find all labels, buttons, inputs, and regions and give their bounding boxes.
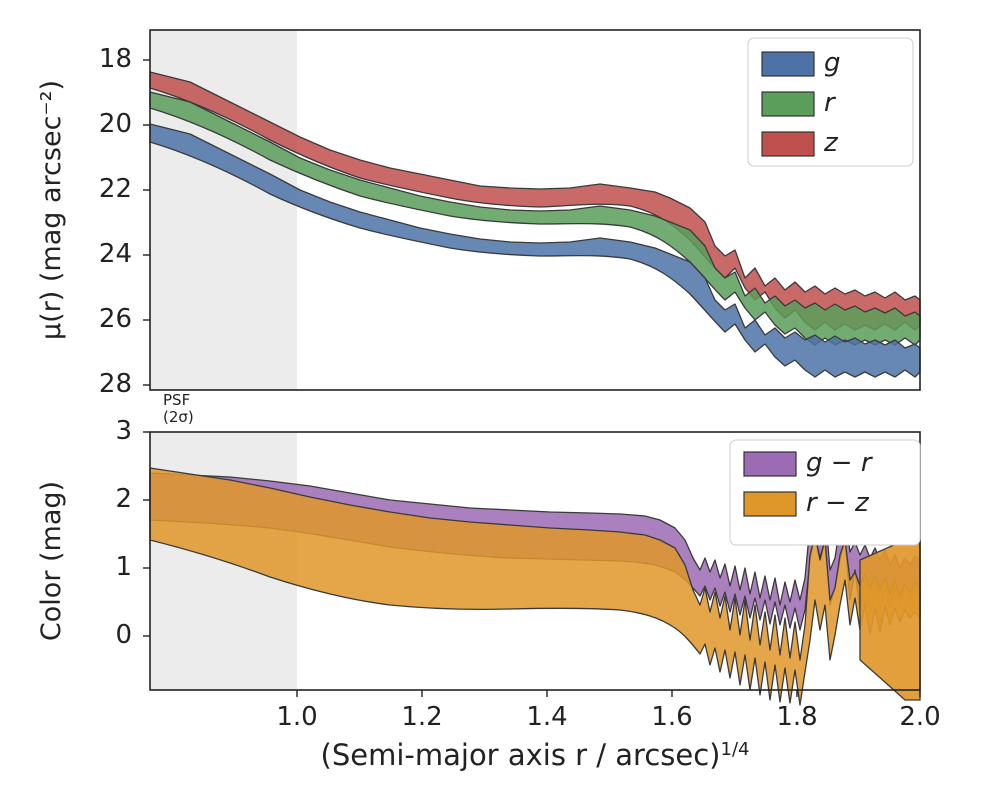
bottom-legend[interactable]: g − r r − z — [730, 440, 920, 545]
chart-svg: 18 20 22 24 26 28 μ(r) (mag arcsec⁻²) PS… — [0, 0, 1000, 800]
legend-label-rz: r − z — [806, 488, 870, 518]
top-yaxis-ticks: 18 20 22 24 26 28 — [99, 44, 150, 399]
top-ytick-24[interactable]: 24 — [99, 239, 132, 269]
top-ytick-26[interactable]: 26 — [99, 304, 132, 334]
bottom-yaxis-ticks: 3 2 1 0 — [115, 416, 150, 650]
top-ytick-28[interactable]: 28 — [99, 369, 132, 399]
bottom-ytick-3[interactable]: 3 — [115, 416, 132, 446]
bottom-ytick-1[interactable]: 1 — [115, 552, 132, 582]
xtick-1.0[interactable]: 1.0 — [276, 702, 317, 732]
xtick-2.0[interactable]: 2.0 — [899, 702, 940, 732]
legend-swatch-gr — [744, 452, 796, 476]
xtick-1.8[interactable]: 1.8 — [776, 702, 817, 732]
rz-block-end — [860, 540, 920, 700]
legend-label-g: g — [824, 48, 841, 78]
legend-swatch-g — [762, 52, 814, 76]
legend-label-z: z — [823, 128, 839, 158]
legend-swatch-r — [762, 92, 814, 116]
bottom-ytick-2[interactable]: 2 — [115, 484, 132, 514]
legend-swatch-z — [762, 132, 814, 156]
top-ytick-18[interactable]: 18 — [99, 44, 132, 74]
bottom-ylabel: Color (mag) — [36, 481, 67, 641]
top-ytick-20[interactable]: 20 — [99, 109, 132, 139]
xtick-1.4[interactable]: 1.4 — [526, 702, 567, 732]
chart-figure: { "chart_data": [ { "type": "line_band",… — [0, 0, 1000, 800]
xtick-1.2[interactable]: 1.2 — [401, 702, 442, 732]
xlabel: (Semi-major axis r / arcsec)1/4 — [321, 738, 750, 772]
xtick-1.6[interactable]: 1.6 — [651, 702, 692, 732]
legend-swatch-rz — [744, 492, 796, 516]
legend-label-gr: g − r — [806, 448, 874, 478]
top-ylabel: μ(r) (mag arcsec⁻²) — [36, 80, 67, 340]
psf-label-line2: (2σ) — [163, 408, 194, 426]
x-axis-ticks: 1.0 1.2 1.4 1.6 1.8 2.0 — [276, 690, 940, 732]
top-ytick-22[interactable]: 22 — [99, 174, 132, 204]
bottom-ytick-0[interactable]: 0 — [115, 620, 132, 650]
psf-label-line1: PSF — [163, 391, 190, 409]
top-legend[interactable]: g r z — [748, 38, 913, 166]
